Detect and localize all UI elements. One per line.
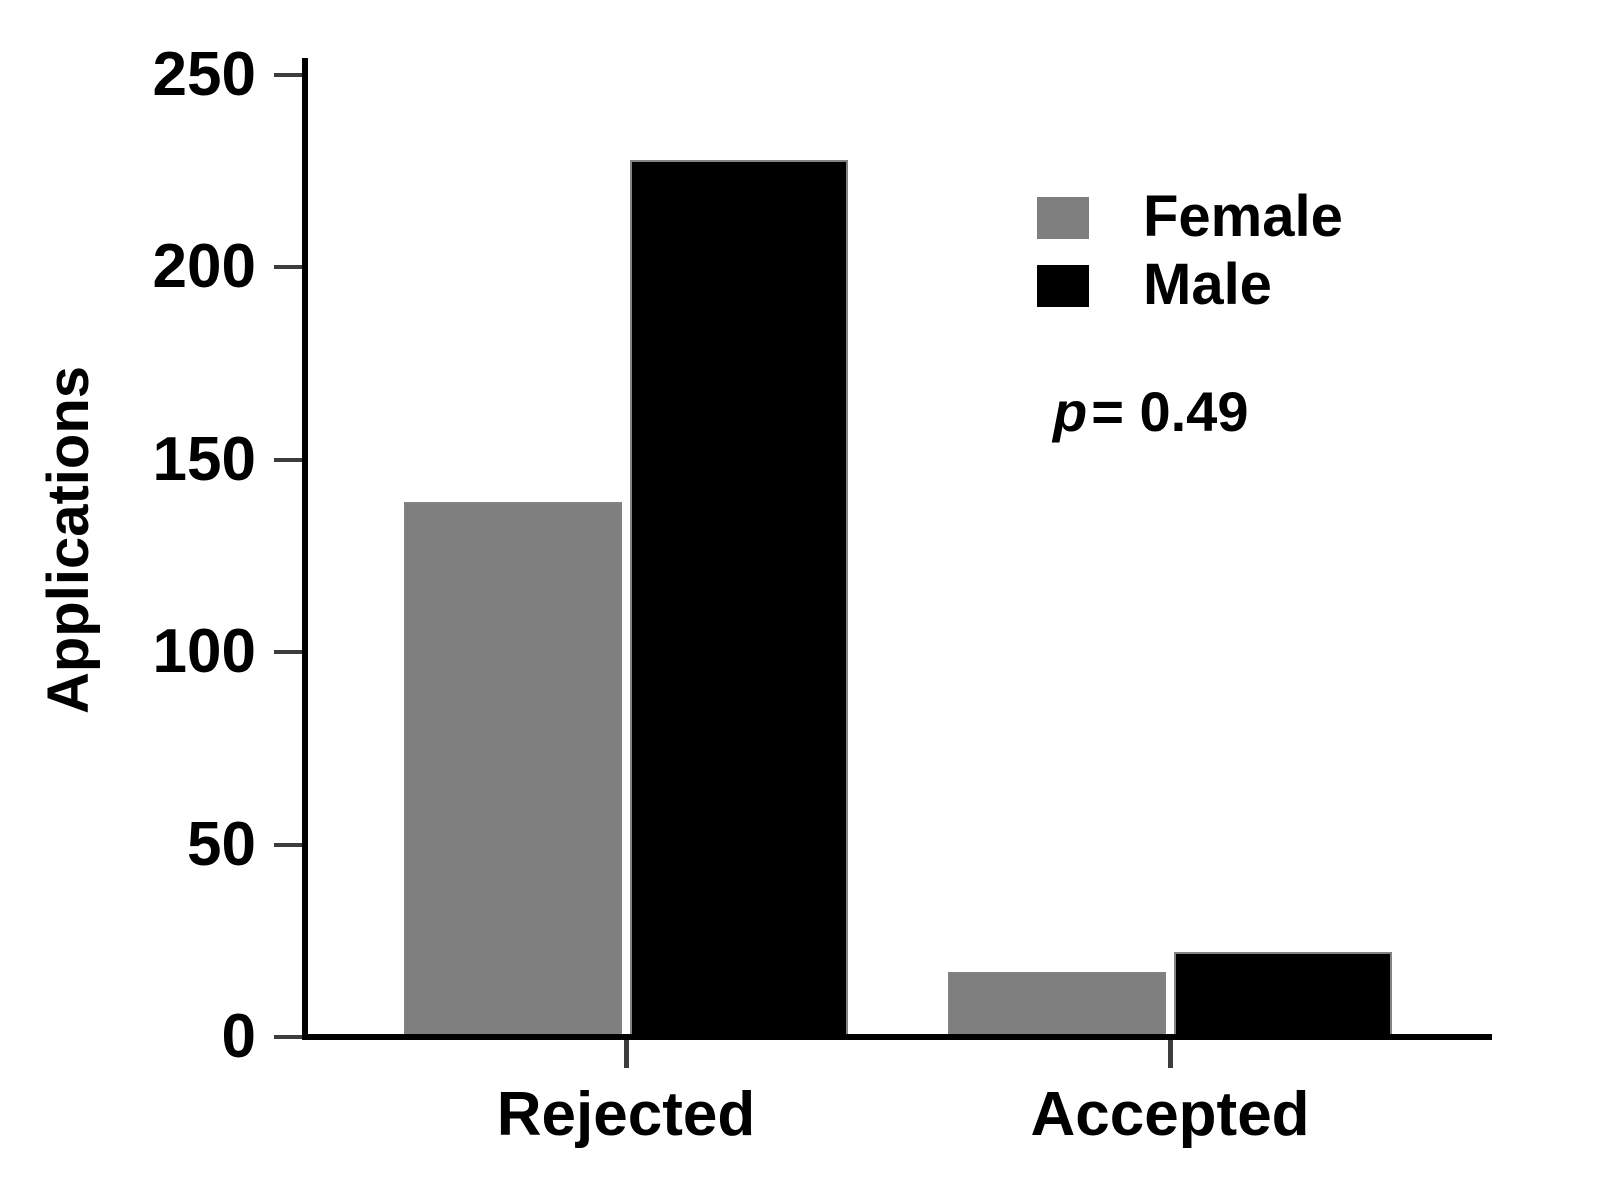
y-tick-mark (274, 842, 302, 847)
legend-swatch-male (1037, 265, 1089, 307)
x-category-label-accepted: Accepted (1030, 1080, 1310, 1149)
p-value-text: = 0.49 (1091, 380, 1249, 443)
y-tick-label: 100 (152, 617, 256, 687)
y-tick-mark (274, 73, 302, 77)
bar-rejected-female (404, 502, 622, 1037)
legend-label-female: Female (1143, 184, 1343, 249)
y-tick-mark (274, 457, 302, 462)
p-value-annotation: p= 0.49 (1053, 380, 1248, 444)
y-tick-label: 250 (152, 40, 256, 109)
legend-swatch-female (1037, 197, 1089, 239)
y-axis-line (302, 58, 308, 1040)
x-tick-mark (1168, 1040, 1173, 1068)
x-tick-mark (624, 1040, 629, 1068)
y-tick-mark (274, 1035, 302, 1039)
bar-accepted-male (1174, 952, 1392, 1037)
x-category-label-rejected: Rejected (496, 1080, 756, 1149)
y-tick-label: 200 (152, 232, 256, 302)
bar-accepted-female (948, 972, 1166, 1037)
y-tick-label: 0 (221, 1002, 256, 1071)
y-tick-mark (274, 650, 302, 655)
bar-rejected-male (630, 160, 848, 1037)
y-tick-mark (274, 265, 302, 270)
y-tick-label: 150 (152, 424, 256, 494)
x-axis-line (302, 1034, 1492, 1040)
p-value-symbol: p (1053, 380, 1088, 443)
legend-label-male: Male (1143, 252, 1272, 317)
y-tick-label: 50 (187, 809, 256, 879)
